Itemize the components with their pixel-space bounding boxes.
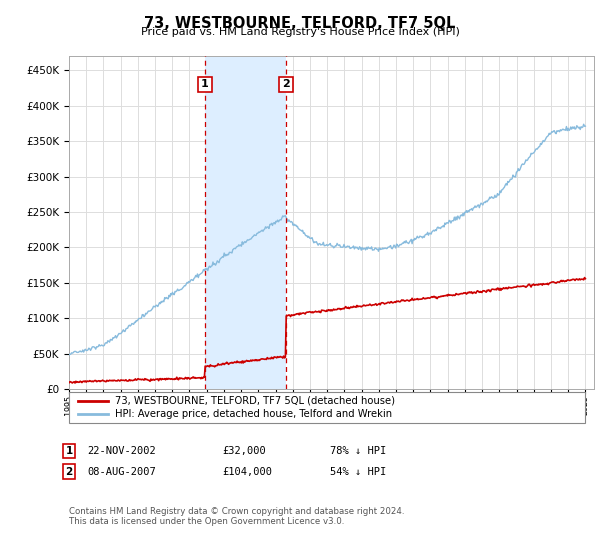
Text: 08-AUG-2007: 08-AUG-2007 <box>87 466 156 477</box>
Text: 22-NOV-2002: 22-NOV-2002 <box>87 446 156 456</box>
Text: £32,000: £32,000 <box>222 446 266 456</box>
Bar <box>205 56 286 389</box>
Text: 73, WESTBOURNE, TELFORD, TF7 5QL (detached house): 73, WESTBOURNE, TELFORD, TF7 5QL (detach… <box>115 395 395 405</box>
Text: 78% ↓ HPI: 78% ↓ HPI <box>330 446 386 456</box>
Text: 1: 1 <box>201 80 209 90</box>
Text: 1: 1 <box>65 446 73 456</box>
Text: £104,000: £104,000 <box>222 466 272 477</box>
Text: 54% ↓ HPI: 54% ↓ HPI <box>330 466 386 477</box>
Text: Price paid vs. HM Land Registry's House Price Index (HPI): Price paid vs. HM Land Registry's House … <box>140 27 460 37</box>
Text: 2: 2 <box>65 466 73 477</box>
Text: HPI: Average price, detached house, Telford and Wrekin: HPI: Average price, detached house, Telf… <box>115 409 392 419</box>
Text: Contains HM Land Registry data © Crown copyright and database right 2024.
This d: Contains HM Land Registry data © Crown c… <box>69 507 404 526</box>
Text: 73, WESTBOURNE, TELFORD, TF7 5QL: 73, WESTBOURNE, TELFORD, TF7 5QL <box>145 16 455 31</box>
Text: 2: 2 <box>282 80 290 90</box>
